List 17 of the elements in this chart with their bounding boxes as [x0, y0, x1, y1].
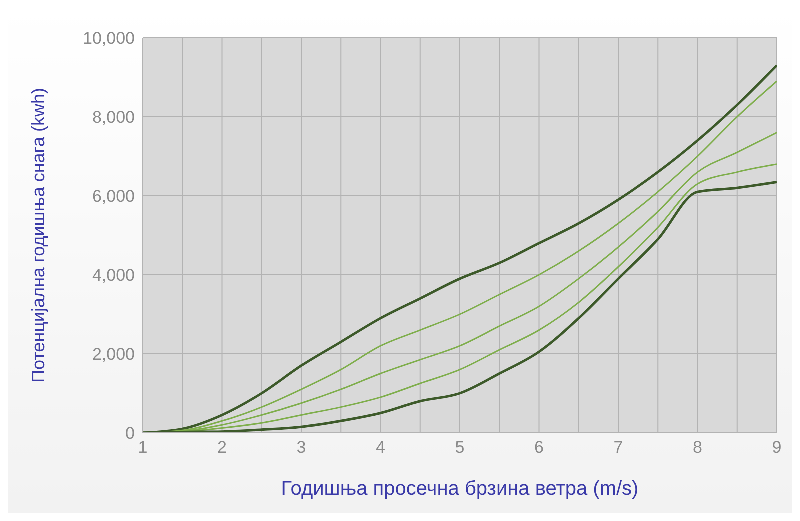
x-tick-label: 2: [218, 438, 227, 458]
x-tick-label: 3: [296, 438, 306, 458]
x-tick-label: 4: [376, 438, 386, 458]
y-tick-label: 10,000: [83, 29, 135, 48]
y-tick-label: 2,000: [92, 345, 135, 364]
x-tick-label: 6: [534, 438, 544, 458]
y-tick-label: 0: [126, 424, 135, 444]
x-axis-title: Годишња просечна брзина ветра (m/s): [281, 478, 639, 500]
x-tick-label: 5: [455, 438, 465, 458]
y-axis-title: Потенцијална годишња снага (kwh): [28, 88, 48, 383]
x-tick-label: 9: [772, 438, 782, 458]
y-tick-label: 6,000: [92, 187, 135, 206]
y-tick-label: 8,000: [92, 108, 135, 128]
x-tick-label: 1: [138, 438, 148, 458]
y-tick-label: 4,000: [92, 266, 135, 286]
x-tick-label: 7: [614, 438, 624, 458]
x-tick-label: 8: [693, 438, 702, 458]
